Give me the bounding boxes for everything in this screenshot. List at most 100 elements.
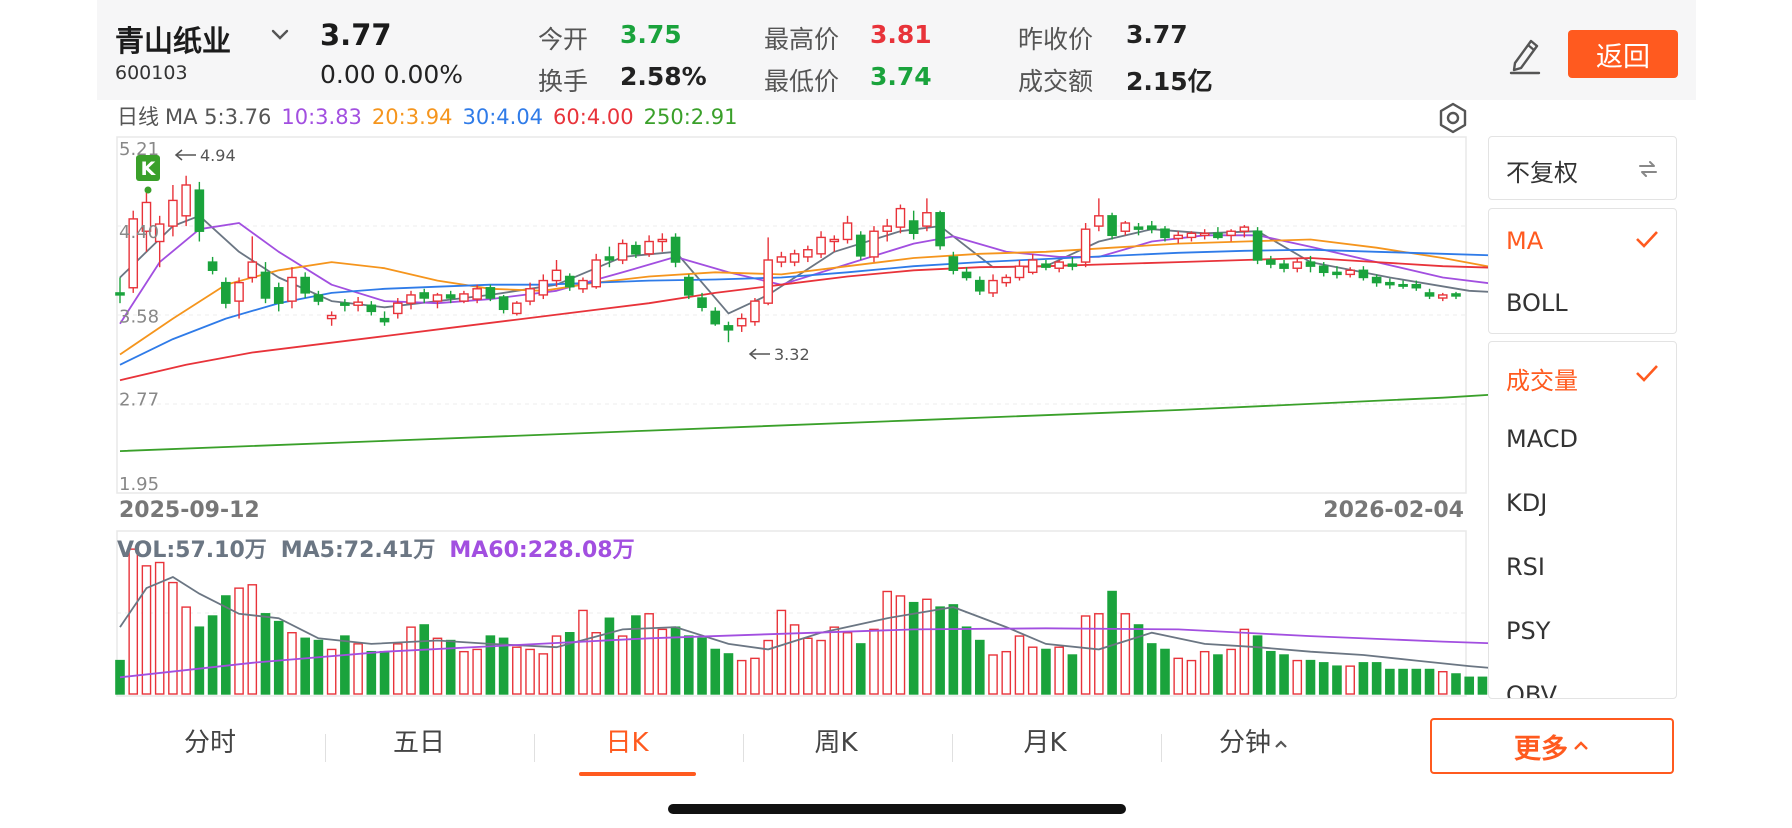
candle-body xyxy=(961,271,972,279)
volume-bar xyxy=(1332,665,1342,695)
candle-body xyxy=(564,275,575,288)
candle-body xyxy=(1292,261,1303,269)
active-tab-indicator xyxy=(579,772,696,776)
candle-body xyxy=(1041,263,1051,268)
candle xyxy=(1266,255,1276,269)
overlay-boll[interactable]: BOLL xyxy=(1489,271,1676,333)
candle-body xyxy=(1213,232,1223,239)
candle xyxy=(842,215,853,244)
candle-body xyxy=(1054,261,1064,269)
candle xyxy=(591,253,601,289)
indicator-macd[interactable]: MACD xyxy=(1489,406,1676,470)
volume-bar xyxy=(207,615,218,695)
volume-legend: VOL:57.10万 MA5:72.41万 MA60:228.08万 xyxy=(117,532,635,564)
pencil-icon[interactable] xyxy=(1507,33,1543,75)
vol-ma60-line xyxy=(119,627,1509,679)
volume-bar xyxy=(1199,650,1210,695)
candle xyxy=(631,241,641,258)
volume-bar xyxy=(723,653,734,695)
candle-body xyxy=(459,293,469,302)
candle-body xyxy=(670,236,681,263)
volume-bar xyxy=(1345,665,1355,695)
volume-bar xyxy=(1186,659,1197,695)
candle xyxy=(273,282,284,312)
candle xyxy=(922,198,932,232)
candle-body xyxy=(1239,226,1250,232)
tab-monthly-k[interactable]: 月K xyxy=(1023,728,1067,758)
candle xyxy=(683,274,694,300)
candle xyxy=(670,233,681,268)
stock-name[interactable]: 青山纸业 xyxy=(115,24,232,58)
chevron-down-icon[interactable] xyxy=(268,24,292,44)
candle-body xyxy=(776,256,787,263)
hexagon-settings-icon[interactable] xyxy=(1437,101,1469,135)
volume-bar xyxy=(1411,668,1422,695)
ma10-line xyxy=(119,222,1510,325)
vol-ma5-line xyxy=(119,575,1509,671)
indicator-kdj[interactable]: KDJ xyxy=(1489,470,1676,534)
indicator-psy[interactable]: PSY xyxy=(1489,598,1676,662)
candle xyxy=(1054,260,1064,273)
volume-bars xyxy=(115,548,1514,695)
candle xyxy=(1292,257,1303,273)
tab-intraday[interactable]: 分时 xyxy=(183,728,236,758)
candle-body xyxy=(1014,265,1025,279)
volume-bar xyxy=(1464,676,1475,695)
tab-minute[interactable]: 分钟 xyxy=(1174,722,1334,759)
volume-bar xyxy=(273,620,284,695)
volume-bar xyxy=(935,606,945,695)
amount-label: 成交额 xyxy=(1018,67,1094,96)
candle xyxy=(340,299,350,312)
volume-bar xyxy=(1054,646,1064,695)
current-price: 3.77 xyxy=(320,18,392,52)
volume-bar xyxy=(538,653,549,695)
overlay-ma[interactable]: MA xyxy=(1489,209,1676,271)
back-button[interactable]: 返回 xyxy=(1568,30,1678,78)
candle xyxy=(1107,212,1117,240)
indicator-rsi[interactable]: RSI xyxy=(1489,534,1676,598)
volume-bar xyxy=(1451,673,1461,695)
candle-body xyxy=(763,259,773,304)
volume-bar xyxy=(882,590,893,695)
candle xyxy=(1226,229,1236,242)
restore-selector[interactable]: 不复权 xyxy=(1488,136,1677,200)
volume-bar xyxy=(1067,654,1078,695)
candle-body xyxy=(1173,234,1184,240)
tab-five-day[interactable]: 五日 xyxy=(392,728,445,758)
vol-ma60-value: MA60:228.08万 xyxy=(449,538,635,563)
candle-body xyxy=(419,292,430,299)
candle-body xyxy=(842,222,853,241)
candle-body xyxy=(604,256,615,261)
volume-bar xyxy=(154,561,165,695)
volume-bar xyxy=(168,581,178,695)
indicator-volume[interactable]: 成交量 xyxy=(1489,342,1676,406)
tab-weekly-k[interactable]: 周K xyxy=(814,728,858,758)
candle-body xyxy=(723,325,734,331)
prev-close-label: 昨收价 xyxy=(1018,25,1094,54)
candle-body xyxy=(300,276,310,294)
y-tick-labels: 5.21 4.40 3.58 2.77 1.95 xyxy=(119,139,159,495)
candle xyxy=(300,272,310,299)
volume-bar xyxy=(1146,643,1157,695)
volume-bar xyxy=(1027,646,1038,695)
volume-bar xyxy=(366,650,377,695)
volume-bar xyxy=(326,648,337,695)
volume-bar xyxy=(1437,671,1448,695)
candle-body xyxy=(1358,269,1369,279)
volume-bar xyxy=(1160,648,1170,695)
tab-daily-k[interactable]: 日K xyxy=(605,728,649,758)
ma-legend: 日线 MA 5:3.76 10:3.83 20:3.94 30:4.04 60:4.00 2… xyxy=(117,101,748,131)
candle-body xyxy=(803,249,813,258)
volume-bar xyxy=(895,595,906,695)
more-button[interactable]: 更多 xyxy=(1430,718,1674,774)
volume-bar xyxy=(908,601,919,695)
volume-bar xyxy=(419,624,430,695)
y-tick-label: 4.40 xyxy=(119,222,159,243)
volume-bar xyxy=(736,659,747,695)
indicator-obv[interactable]: OBV xyxy=(1489,662,1676,698)
candle-body xyxy=(551,269,562,282)
candle xyxy=(1451,291,1461,300)
candle xyxy=(578,277,588,293)
candle-body xyxy=(287,276,297,302)
